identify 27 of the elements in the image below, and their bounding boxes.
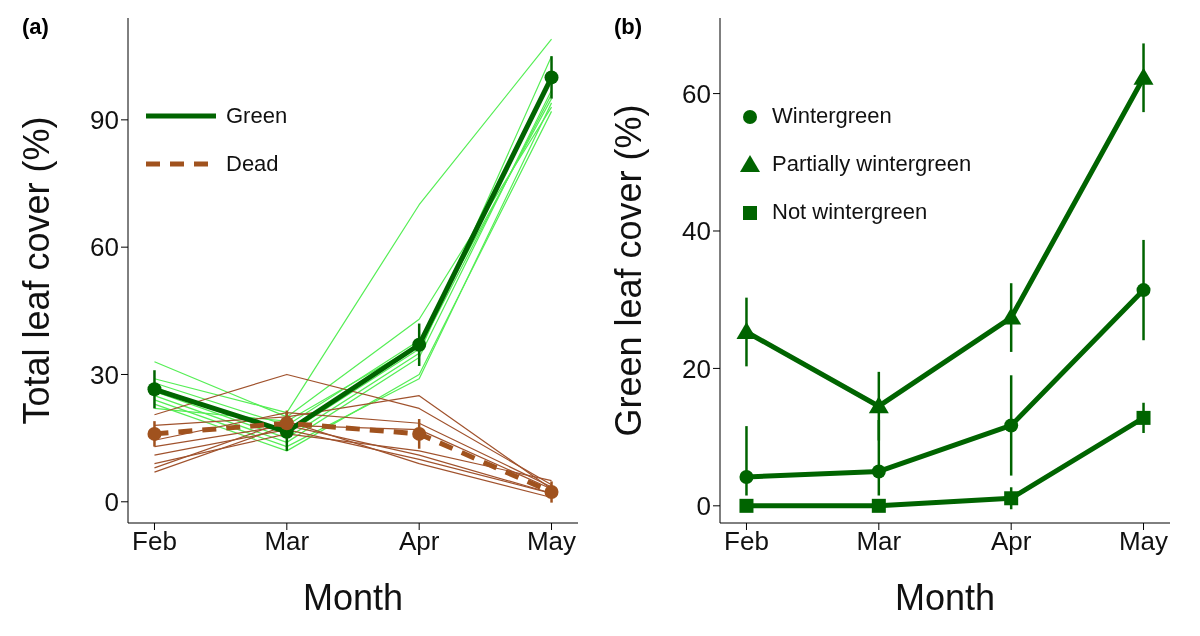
- x-axis-title: Month: [302, 577, 404, 618]
- x-tick-label: Feb: [132, 526, 177, 557]
- x-tick-label: May: [526, 526, 577, 557]
- y-tick-label: 0: [104, 487, 119, 518]
- y-axis-title: Green leaf cover (%): [607, 104, 649, 437]
- y-tick-label: 90: [90, 105, 119, 136]
- legend-label: Wintergreen: [772, 103, 892, 129]
- y-tick-label: 40: [682, 216, 711, 247]
- y-tick-label: 60: [682, 78, 711, 109]
- y-axis-title: Total leaf cover (%): [15, 116, 57, 425]
- x-tick-label: Feb: [724, 526, 769, 557]
- legend-label: Dead: [226, 151, 279, 177]
- legend-label: Partially wintergreen: [772, 151, 972, 177]
- y-tick-label: 60: [90, 232, 119, 263]
- legend-label: Not wintergreen: [772, 199, 928, 225]
- x-tick-label: Mar: [856, 526, 902, 557]
- chart-title: (a): [22, 14, 49, 40]
- x-axis-title: Month: [894, 577, 996, 618]
- y-tick-label: 30: [90, 359, 119, 390]
- x-tick-label: May: [1118, 526, 1169, 557]
- y-tick-label: 0: [696, 491, 711, 522]
- legend-label: Green: [226, 103, 288, 129]
- x-tick-label: Apr: [398, 526, 440, 557]
- chart-title: (b): [614, 14, 643, 40]
- y-tick-label: 20: [682, 353, 711, 384]
- x-tick-label: Apr: [990, 526, 1032, 557]
- x-tick-label: Mar: [264, 526, 310, 557]
